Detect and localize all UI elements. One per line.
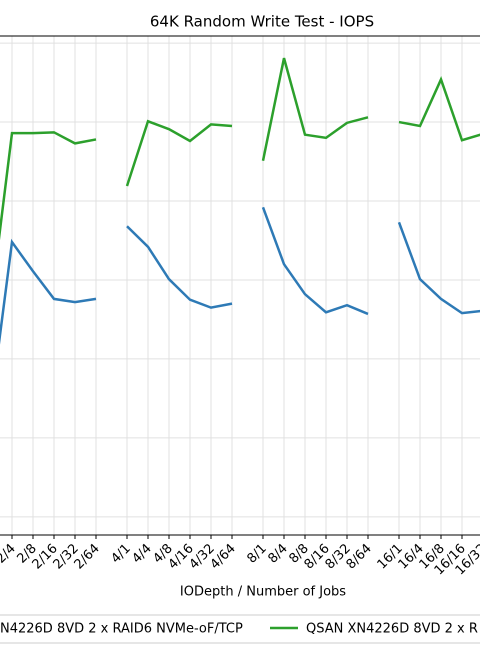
x-tick-label: 4/1: [108, 541, 133, 566]
series-line: [0, 206, 480, 345]
x-tick-label: 4/64: [208, 541, 239, 572]
series-line: [0, 57, 480, 241]
x-tick-label: 8/1: [244, 541, 269, 566]
x-axis-label: IODepth / Number of Jobs: [180, 585, 346, 600]
chart-title: 64K Random Write Test - IOPS: [150, 13, 374, 31]
x-tick-label: 4/4: [129, 541, 154, 566]
legend-box: [0, 614, 480, 644]
x-tick-label: 8/64: [344, 541, 375, 572]
legend-label: QSAN XN4226D 8VD 2 x R: [306, 622, 478, 637]
x-tick-label: 8/4: [265, 541, 290, 566]
x-tick-label: 2/64: [72, 541, 103, 572]
legend-label: N4226D 8VD 2 x RAID6 NVMe-oF/TCP: [0, 622, 243, 637]
